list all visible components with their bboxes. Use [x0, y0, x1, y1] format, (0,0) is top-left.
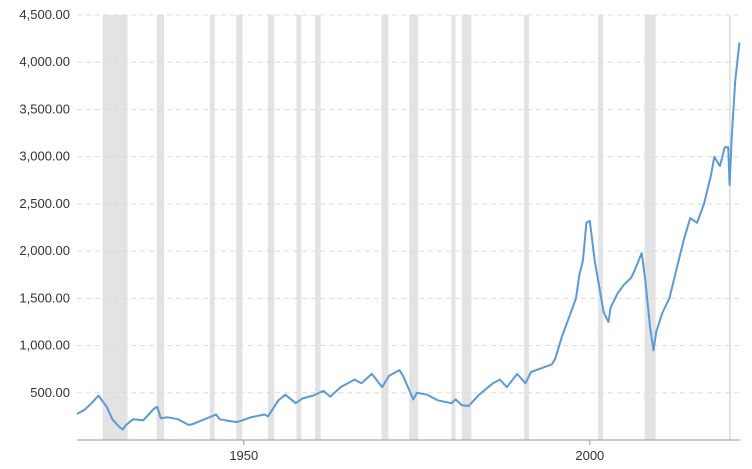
- recession-band: [156, 15, 165, 440]
- y-tick-label: 1,500.00: [19, 290, 70, 305]
- recession-band: [598, 15, 603, 440]
- y-tick-label: 2,000.00: [19, 243, 70, 258]
- y-tick-label: 500.00: [30, 385, 70, 400]
- y-tick-label: 4,500.00: [19, 7, 70, 22]
- y-axis: 500.00 1,000.00 1,500.00 2,000.00 2,500.00 3,…: [19, 7, 70, 400]
- recession-band: [524, 15, 529, 440]
- recession-band: [728, 15, 732, 440]
- recession-band: [102, 15, 128, 440]
- recession-band: [451, 15, 456, 440]
- x-axis: 1950 2000: [77, 439, 740, 463]
- y-tick-label: 3,000.00: [19, 149, 70, 164]
- recession-band: [315, 15, 321, 440]
- recession-bands: [102, 15, 732, 440]
- recession-band: [209, 15, 215, 440]
- series-layer: [76, 42, 741, 431]
- recession-band: [461, 15, 472, 440]
- recession-band: [381, 15, 389, 440]
- series-line: [76, 42, 741, 431]
- recession-band: [644, 15, 656, 440]
- x-tick-label: 1950: [229, 448, 258, 463]
- y-tick-label: 4,000.00: [19, 54, 70, 69]
- recession-band: [296, 15, 302, 440]
- recession-band: [268, 15, 275, 440]
- y-tick-label: 3,500.00: [19, 101, 70, 116]
- grid-lines: [77, 14, 740, 394]
- recession-band: [236, 15, 243, 440]
- y-tick-label: 1,000.00: [19, 338, 70, 353]
- y-tick-label: 2,500.00: [19, 196, 70, 211]
- x-tick-label: 2000: [575, 448, 604, 463]
- recession-band: [409, 15, 419, 440]
